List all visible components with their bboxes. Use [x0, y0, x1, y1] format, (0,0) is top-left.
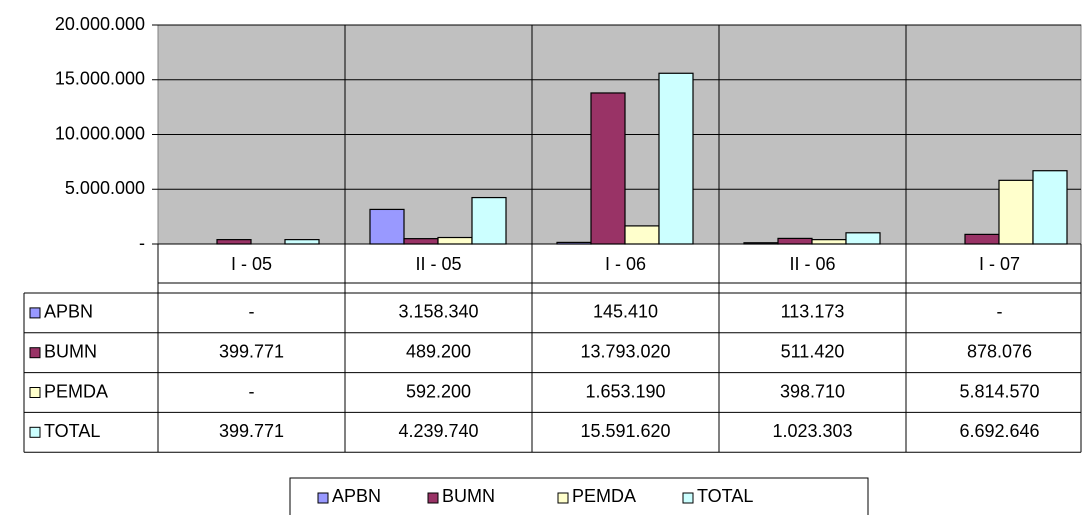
bar: [777, 237, 813, 245]
bar: [216, 239, 252, 245]
bar: [743, 242, 779, 245]
bar: [658, 72, 694, 245]
y-tick-label: 5.000.000: [65, 178, 145, 198]
y-tick-label: 20.000.000: [55, 14, 145, 34]
bar: [1032, 170, 1068, 245]
bar: [624, 225, 660, 245]
row-header: TOTAL: [44, 421, 100, 441]
table-cell: 511.420: [781, 341, 845, 361]
x-tick-label: II - 05: [415, 254, 461, 274]
legend-key: [427, 492, 439, 504]
table-cell: -: [249, 381, 255, 401]
table-cell: 592.200: [406, 381, 471, 401]
y-tick-label: 15.000.000: [55, 69, 145, 89]
bar: [964, 233, 1000, 245]
table-cell: 15.591.620: [580, 421, 670, 441]
legend-key: [29, 307, 41, 319]
legend: [289, 477, 869, 515]
table-cell: 878.076: [967, 341, 1032, 361]
table-cell: 113.173: [781, 302, 845, 322]
legend-key: [317, 492, 329, 504]
x-tick-label: I - 05: [231, 254, 272, 274]
bar: [811, 239, 847, 245]
x-tick-label: I - 06: [605, 254, 646, 274]
table-cell: 4.239.740: [398, 421, 478, 441]
legend-label: PEMDA: [572, 486, 636, 506]
table-cell: 1.023.303: [772, 421, 852, 441]
table-cell: 399.771: [219, 421, 284, 441]
table-cell: 489.200: [406, 341, 471, 361]
legend-key: [682, 492, 694, 504]
bar: [284, 239, 320, 245]
table-cell: 145.410: [593, 302, 658, 322]
y-tick-label: -: [139, 233, 145, 253]
table-cell: 5.814.570: [959, 381, 1039, 401]
table-cell: 1.653.190: [585, 381, 665, 401]
bar: [998, 179, 1034, 245]
legend-label: APBN: [332, 486, 381, 506]
legend-key: [29, 347, 41, 359]
bar: [403, 238, 439, 245]
bar: [845, 232, 881, 245]
legend-label: TOTAL: [697, 486, 753, 506]
bar: [471, 196, 507, 245]
row-header: BUMN: [44, 341, 97, 361]
table-cell: 3.158.340: [398, 302, 478, 322]
table-cell: 6.692.646: [959, 421, 1039, 441]
bar: [437, 236, 473, 245]
bar: [590, 92, 626, 245]
y-tick-label: 10.000.000: [55, 123, 145, 143]
bar: [556, 241, 592, 245]
legend-label: BUMN: [442, 486, 495, 506]
bar: [369, 208, 405, 245]
x-tick-label: II - 06: [789, 254, 835, 274]
table-cell: -: [249, 302, 255, 322]
row-header: APBN: [44, 302, 93, 322]
legend-key: [29, 426, 41, 438]
table-cell: -: [997, 302, 1003, 322]
table-cell: 399.771: [219, 341, 284, 361]
x-tick-label: I - 07: [979, 254, 1020, 274]
legend-key: [29, 387, 41, 398]
legend-key: [557, 492, 569, 504]
table-cell: 398.710: [780, 381, 845, 401]
table-cell: 13.793.020: [580, 341, 670, 361]
row-header: PEMDA: [44, 381, 108, 401]
